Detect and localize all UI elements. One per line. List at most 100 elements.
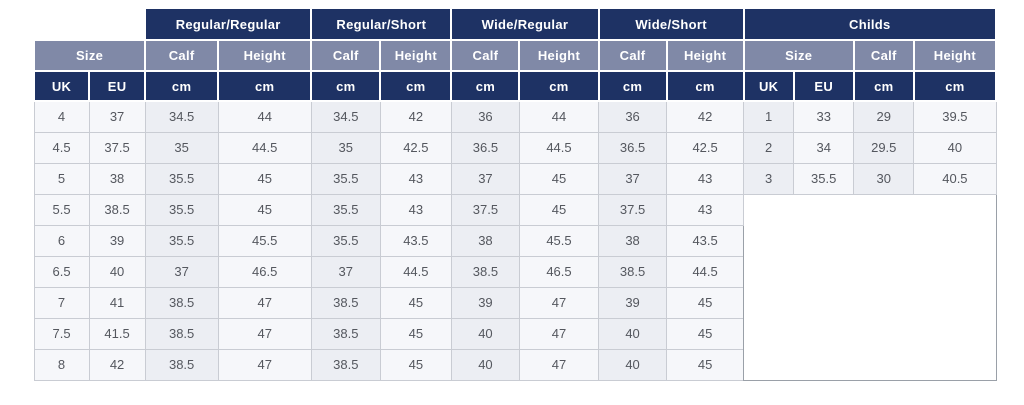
value-cell: 47 xyxy=(217,286,312,319)
value-cell: 45 xyxy=(379,348,452,381)
value-cell: 35.5 xyxy=(144,224,219,257)
value-cell: 3 xyxy=(743,162,795,195)
value-cell: 6.5 xyxy=(33,255,90,288)
unit-header-eu: EU xyxy=(88,70,147,102)
value-cell: 44 xyxy=(217,100,312,133)
value-cell: 42 xyxy=(666,100,745,133)
unit-header-cm: cm xyxy=(144,70,220,102)
value-cell: 38.5 xyxy=(144,348,219,381)
value-cell: 8 xyxy=(33,348,90,381)
sub-header-height: Height xyxy=(665,39,745,72)
value-cell: 45 xyxy=(379,317,452,350)
sub-header-size: Size xyxy=(32,39,147,72)
value-cell: 47 xyxy=(217,317,312,350)
sub-header-calf: Calf xyxy=(310,39,382,72)
value-cell: 44.5 xyxy=(518,131,600,164)
value-cell: 40 xyxy=(598,317,668,350)
unit-header-eu-childs: EU xyxy=(792,70,855,102)
value-cell: 37.5 xyxy=(450,193,520,226)
group-header-regular-short: Regular/Short xyxy=(310,7,453,41)
value-cell: 45 xyxy=(666,286,745,319)
value-cell: 45 xyxy=(518,162,600,195)
sub-header-calf-childs: Calf xyxy=(852,39,915,72)
value-cell: 35.5 xyxy=(310,193,381,226)
unit-header-cm: cm xyxy=(450,70,521,102)
value-cell: 38.5 xyxy=(88,193,146,226)
table-row: 7.5 41.5 38.5 47 38.5 45 40 47 40 45 xyxy=(33,317,996,350)
value-cell: 35.5 xyxy=(793,162,855,195)
value-cell: 37 xyxy=(144,255,219,288)
unit-header-cm-childs: cm xyxy=(912,70,998,102)
group-header-regular-regular: Regular/Regular xyxy=(144,7,313,41)
spacer-cell xyxy=(34,8,146,40)
value-cell: 38.5 xyxy=(450,255,520,288)
value-cell: 40 xyxy=(913,131,997,164)
value-cell: 35.5 xyxy=(310,224,381,257)
value-cell: 42 xyxy=(88,348,146,381)
value-cell: 29 xyxy=(853,100,915,133)
value-cell: 30 xyxy=(853,162,915,195)
value-cell: 44.5 xyxy=(379,255,452,288)
value-cell: 35.5 xyxy=(310,162,381,195)
sub-header-calf: Calf xyxy=(450,39,521,72)
group-header-wide-short: Wide/Short xyxy=(597,7,745,41)
sub-header-height: Height xyxy=(217,39,313,72)
value-cell: 46.5 xyxy=(217,255,312,288)
value-cell: 47 xyxy=(518,317,600,350)
value-cell: 39.5 xyxy=(913,100,997,133)
value-cell: 45 xyxy=(217,162,312,195)
value-cell: 38 xyxy=(598,224,668,257)
value-cell: 36.5 xyxy=(598,131,668,164)
table-header: Regular/Regular Regular/Short Wide/Regul… xyxy=(32,7,998,102)
sub-header-calf: Calf xyxy=(597,39,668,72)
value-cell: 38 xyxy=(88,162,146,195)
value-cell: 45 xyxy=(666,348,745,381)
value-cell: 43 xyxy=(666,193,745,226)
value-cell: 37.5 xyxy=(598,193,668,226)
value-cell: 38.5 xyxy=(598,255,668,288)
value-cell: 40 xyxy=(88,255,146,288)
value-cell: 35 xyxy=(310,131,381,164)
value-cell: 37 xyxy=(598,162,668,195)
table-row: 5.5 38.5 35.5 45 35.5 43 37.5 45 37.5 43 xyxy=(33,193,997,381)
value-cell: 5.5 xyxy=(33,193,90,226)
value-cell: 43 xyxy=(379,193,452,226)
value-cell: 4.5 xyxy=(33,131,90,164)
value-cell: 41.5 xyxy=(88,317,146,350)
empty-childs-region xyxy=(743,193,997,381)
value-cell: 38.5 xyxy=(310,286,381,319)
value-cell: 36 xyxy=(450,100,520,133)
sub-header-size-childs: Size xyxy=(742,39,855,72)
value-cell: 39 xyxy=(598,286,668,319)
table-row: 4.5 37.5 35 44.5 35 42.5 36.5 44.5 36.5 42.5 2 34 29… xyxy=(33,131,997,164)
unit-header-cm: cm xyxy=(518,70,600,102)
value-cell: 42 xyxy=(379,100,452,133)
value-cell: 6 xyxy=(33,224,90,257)
value-cell: 40.5 xyxy=(913,162,997,195)
value-cell: 4 xyxy=(33,100,90,133)
value-cell: 45 xyxy=(666,317,745,350)
value-cell: 45.5 xyxy=(518,224,600,257)
sub-header-height: Height xyxy=(518,39,600,72)
group-header-row: Regular/Regular Regular/Short Wide/Regul… xyxy=(34,7,998,41)
value-cell: 37 xyxy=(450,162,520,195)
group-header-childs: Childs xyxy=(742,7,998,41)
value-cell: 43 xyxy=(666,162,745,195)
sub-header-calf: Calf xyxy=(144,39,220,72)
group-header-wide-regular: Wide/Regular xyxy=(450,7,600,41)
value-cell: 43.5 xyxy=(666,224,745,257)
unit-header-cm: cm xyxy=(665,70,745,102)
value-cell: 44 xyxy=(518,100,600,133)
unit-header-row: UK EU cm cm cm cm cm cm cm cm UK EU cm c… xyxy=(32,70,998,102)
value-cell: 36 xyxy=(598,100,668,133)
value-cell: 38.5 xyxy=(144,286,219,319)
sub-header-height-childs: Height xyxy=(912,39,998,72)
sub-header-row: Size Calf Height Calf Height Calf Height… xyxy=(32,39,998,72)
value-cell: 34.5 xyxy=(144,100,219,133)
value-cell: 45.5 xyxy=(217,224,312,257)
unit-header-cm: cm xyxy=(310,70,382,102)
value-cell: 42.5 xyxy=(379,131,452,164)
value-cell: 44.5 xyxy=(217,131,312,164)
value-cell: 1 xyxy=(743,100,795,133)
